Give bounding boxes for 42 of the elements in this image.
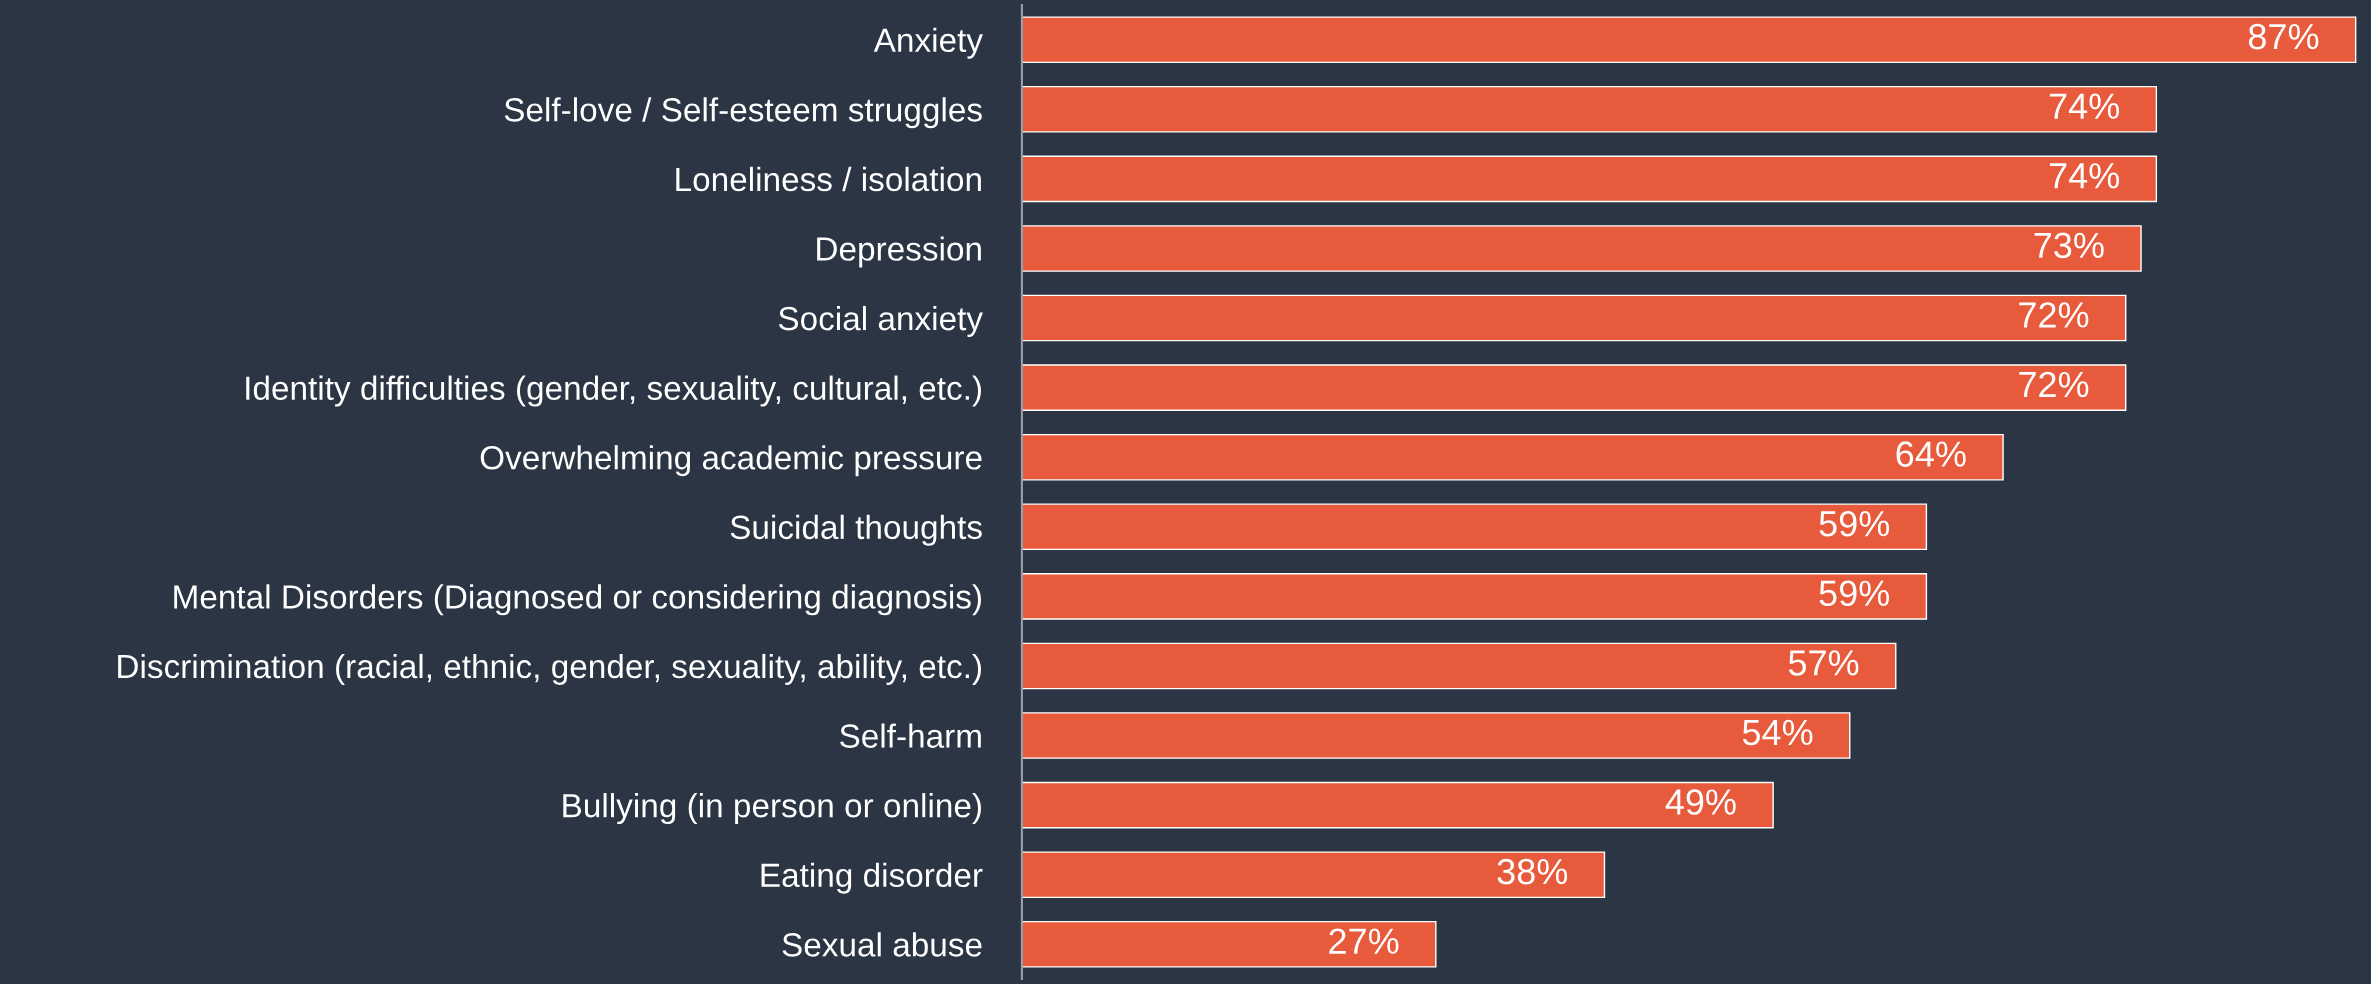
data-label: 87% [2248,23,2319,50]
data-label: 57% [1788,650,1859,676]
bar [1021,294,2127,342]
y-tick-label: Overwhelming academic pressure [480,445,982,477]
data-label: 54% [1742,719,1813,746]
bar [1021,503,1928,551]
bar [1021,573,1928,620]
bar [1021,225,2142,272]
data-label: 73% [2034,232,2104,259]
y-tick-label: Mental Disorders (Diagnosed or considering diagnosis) [174,584,981,616]
bar [1021,920,1437,968]
data-label: 72% [2019,302,2089,328]
y-tick-label: Bullying (in person or online) [563,793,981,825]
y-tick-label: Self-love / Self-esteem struggles [504,97,982,129]
data-label: 59% [1819,580,1890,607]
data-label: 38% [1497,858,1568,885]
y-tick-label: Loneliness / isolation [676,166,981,192]
data-label: 72% [2019,371,2089,398]
data-label: 27% [1329,928,1399,954]
data-label: 64% [1896,441,1966,467]
bar [1021,712,1851,759]
bar [1021,642,1897,690]
y-tick-label: Anxiety [873,27,983,59]
bar [1021,16,2357,64]
y-tick-label: Social anxiety [778,305,983,338]
bar [1021,851,1606,899]
data-label: 74% [2049,93,2120,119]
y-tick-label: Discrimination (racial, ethnic, gender, sexuality, ability, etc.) [118,653,981,685]
y-tick-label: Suicidal thoughts [730,514,982,546]
y-tick-label: Sexual abuse [782,932,982,957]
bar [1021,781,1774,829]
y-tick-label: Identity difficulties (gender, sexuality, cultural, etc.) [246,375,981,407]
y-tick-label: Self-harm [840,723,981,748]
y-tick-label: Depression [817,236,981,268]
data-label: 74% [2049,163,2120,189]
bar [1021,155,2158,203]
data-label: 59% [1819,510,1890,537]
bar [1021,364,2127,411]
bar [1021,433,2004,481]
bar [1021,85,2158,133]
data-label: 49% [1665,789,1736,815]
y-tick-label: Eating disorder [761,862,983,894]
